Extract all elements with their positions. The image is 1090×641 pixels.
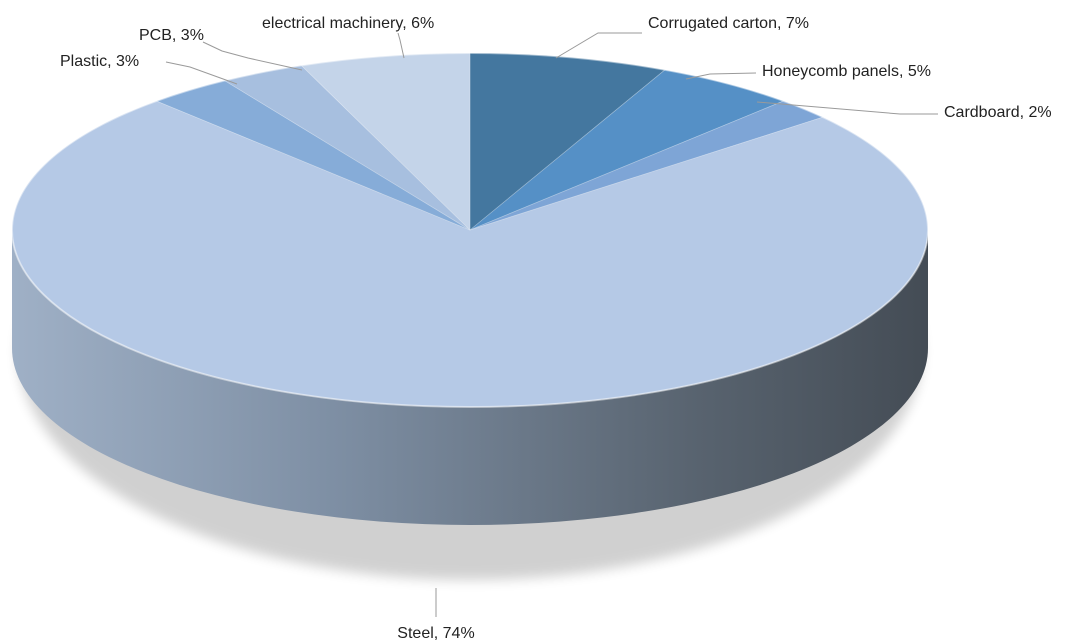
pie-side-wall	[12, 230, 928, 525]
leader-line	[756, 101, 938, 115]
slice-labels: Corrugated carton, 7% Honeycomb panels, 5…	[60, 15, 1052, 641]
leader-line	[555, 32, 642, 59]
leader-line	[165, 61, 238, 85]
leader-line	[202, 41, 303, 71]
pie-slice-honeycomb-panels	[469, 69, 785, 231]
slice-label-pcb: PCB, 3%	[139, 27, 204, 44]
slice-label-corrugated-carton: Corrugated carton, 7%	[648, 15, 809, 32]
pie-slice-steel	[11, 100, 929, 408]
slice-label-plastic: Plastic, 3%	[60, 53, 139, 70]
pie-slice-electrical-machinery	[300, 52, 471, 231]
pie-slice-corrugated-carton	[469, 52, 666, 231]
pie-slice-cardboard	[469, 100, 824, 231]
slice-label-cardboard: Cardboard, 2%	[944, 104, 1052, 121]
pie-slices	[11, 52, 929, 408]
pie-rim-highlight	[11, 52, 929, 408]
slice-label-electrical-machinery: electrical machinery, 6%	[262, 15, 434, 32]
leader-line	[685, 72, 757, 80]
pie-slice-plastic	[155, 80, 471, 231]
slice-label-honeycomb-panels: Honeycomb panels, 5%	[762, 63, 931, 80]
slice-label-steel: Steel, 74%	[397, 625, 474, 641]
pie-slice-pcb	[223, 65, 471, 231]
leader-line	[397, 32, 405, 59]
